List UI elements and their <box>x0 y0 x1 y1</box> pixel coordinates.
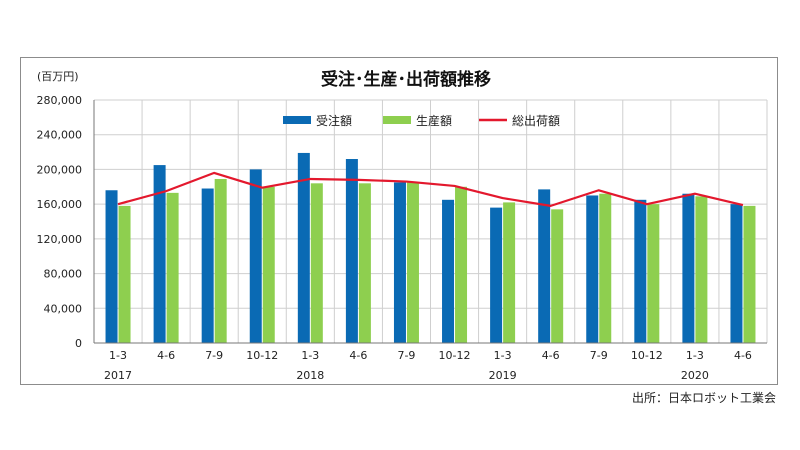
bar-orders <box>249 169 262 343</box>
bar-production <box>551 209 564 343</box>
x-tick-label: 10-12 <box>439 349 471 362</box>
y-tick-label: 200,000 <box>37 163 83 176</box>
y-tick-label: 0 <box>75 337 82 350</box>
bar-orders <box>393 182 406 343</box>
unit-label: (百万円) <box>37 70 79 83</box>
axis-layer: 0 40,000 80,000 120,000 160,000 200,000 240,00… <box>37 94 767 382</box>
year-label: 2017 <box>104 369 132 382</box>
year-label: 2019 <box>489 369 517 382</box>
x-tick-label: 7-9 <box>397 349 415 362</box>
bar-orders <box>634 199 647 343</box>
line-shipments <box>117 171 744 207</box>
bar-production <box>599 193 612 343</box>
bar-production <box>695 196 708 343</box>
bar-orders <box>538 189 551 343</box>
bar-production <box>166 192 179 343</box>
bar-production <box>743 205 756 343</box>
x-tick-label: 1-3 <box>109 349 127 362</box>
x-tick-label: 10-12 <box>246 349 278 362</box>
bar-production <box>118 205 131 343</box>
bar-production <box>503 202 516 343</box>
x-tick-label: 4-6 <box>349 349 367 362</box>
y-tick-label: 160,000 <box>37 198 83 211</box>
x-tick-label: 1-3 <box>686 349 704 362</box>
x-tick-label: 4-6 <box>542 349 560 362</box>
y-tick-label: 80,000 <box>44 268 83 281</box>
bar-production <box>455 186 468 343</box>
x-tick-label: 1-3 <box>494 349 512 362</box>
chart-svg: (百万円) 受注･生産･出荷額推移 0 40,000 80,000 120,000 16… <box>37 69 768 382</box>
line-layer <box>117 171 744 207</box>
y-tick-label: 280,000 <box>37 94 83 107</box>
bar-production <box>310 183 323 343</box>
legend-swatch <box>383 116 411 124</box>
year-label: 2020 <box>681 369 709 382</box>
bar-orders <box>442 199 455 343</box>
x-tick-label: 4-6 <box>157 349 175 362</box>
y-tick-label: 240,000 <box>37 129 83 142</box>
x-tick-label: 10-12 <box>631 349 663 362</box>
bar-orders <box>345 159 358 343</box>
bar-orders <box>153 165 166 343</box>
chart-frame: (百万円) 受注･生産･出荷額推移 0 40,000 80,000 120,000 16… <box>20 57 778 385</box>
x-tick-label: 7-9 <box>205 349 223 362</box>
bar-production <box>262 186 275 343</box>
bar-orders <box>105 190 118 343</box>
bar-production <box>406 182 419 343</box>
legend-label: 生産額 <box>416 113 452 128</box>
bar-production <box>214 178 227 343</box>
legend-label: 受注額 <box>316 113 352 128</box>
bar-orders <box>730 204 743 343</box>
y-tick-label: 120,000 <box>37 233 83 246</box>
bar-orders <box>201 188 214 343</box>
chart-title: 受注･生産･出荷額推移 <box>321 69 491 90</box>
source-note: 出所：日本ロボット工業会 <box>631 391 776 405</box>
bar-production <box>358 183 371 343</box>
y-tick-label: 40,000 <box>44 302 83 315</box>
bar-orders <box>586 195 599 343</box>
bar-orders <box>297 152 310 343</box>
bars-layer <box>105 152 756 343</box>
year-label: 2018 <box>296 369 324 382</box>
legend-swatch <box>283 116 311 124</box>
legend: 受注額 生産額 総出荷額 <box>283 113 560 128</box>
grid-layer <box>93 99 768 344</box>
bar-production <box>647 204 660 343</box>
bar-orders <box>490 207 503 343</box>
x-tick-label: 4-6 <box>734 349 752 362</box>
x-tick-label: 1-3 <box>301 349 319 362</box>
x-tick-label: 7-9 <box>590 349 608 362</box>
legend-label: 総出荷額 <box>512 114 560 128</box>
bar-orders <box>682 193 695 343</box>
